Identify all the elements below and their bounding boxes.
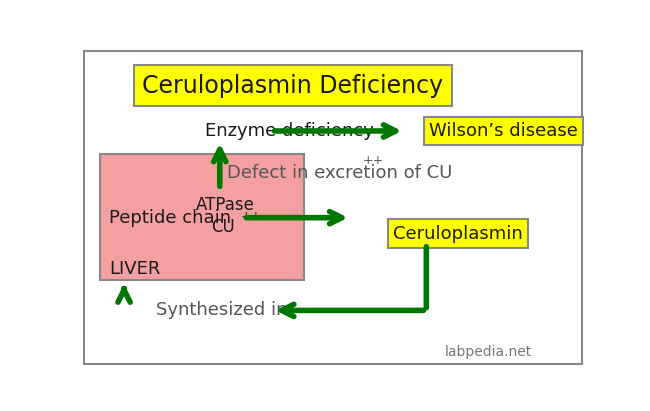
Text: labpedia.net: labpedia.net: [445, 346, 532, 360]
Text: Ceruloplasmin Deficiency: Ceruloplasmin Deficiency: [142, 74, 443, 98]
Text: Enzyme deficiency: Enzyme deficiency: [205, 122, 374, 140]
Text: ++: ++: [362, 154, 383, 167]
Text: Synthesized in: Synthesized in: [156, 301, 287, 319]
Text: CU: CU: [211, 218, 235, 236]
Text: ATPase: ATPase: [196, 196, 254, 214]
Text: Defect in excretion of CU: Defect in excretion of CU: [227, 164, 452, 182]
Text: Ceruloplasmin: Ceruloplasmin: [393, 224, 523, 242]
Text: LIVER: LIVER: [109, 260, 161, 278]
Text: ++: ++: [240, 210, 262, 223]
FancyBboxPatch shape: [100, 154, 304, 280]
Text: Peptide chain: Peptide chain: [109, 209, 231, 227]
Text: Wilson’s disease: Wilson’s disease: [429, 122, 578, 140]
